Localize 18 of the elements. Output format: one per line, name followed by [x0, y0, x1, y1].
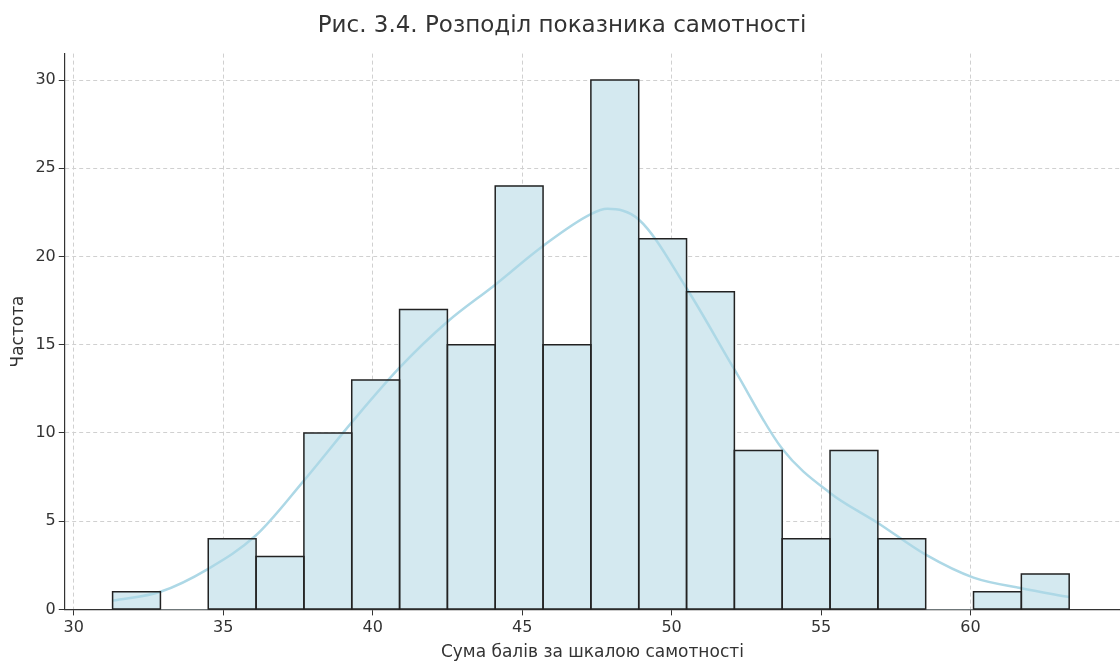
x-tick-label: 55	[810, 617, 832, 637]
line-series	[111, 207, 1071, 602]
x-tick-label: 50	[661, 617, 682, 637]
y-tick-label: 20	[35, 245, 56, 265]
y-tick-label: 15	[35, 333, 56, 353]
y-tick-label: 30	[35, 69, 56, 89]
x-axis-title: Сума балів за шкалою самотності	[440, 641, 744, 662]
x-tick-label: 60	[960, 617, 981, 637]
x-tick-label: 30	[63, 617, 84, 637]
y-axis-title: Частота	[6, 295, 27, 368]
x-tick-label: 40	[362, 617, 383, 637]
y-tick-label: 25	[35, 157, 56, 177]
x-tick-label: 35	[213, 617, 234, 637]
y-tick-label: 10	[35, 422, 56, 442]
x-tick-label: 45	[511, 617, 533, 637]
chart-title: Рис. 3.4. Розподіл показника самотності	[317, 10, 807, 37]
y-tick-label: 0	[45, 598, 56, 618]
y-tick-label: 5	[45, 510, 56, 530]
